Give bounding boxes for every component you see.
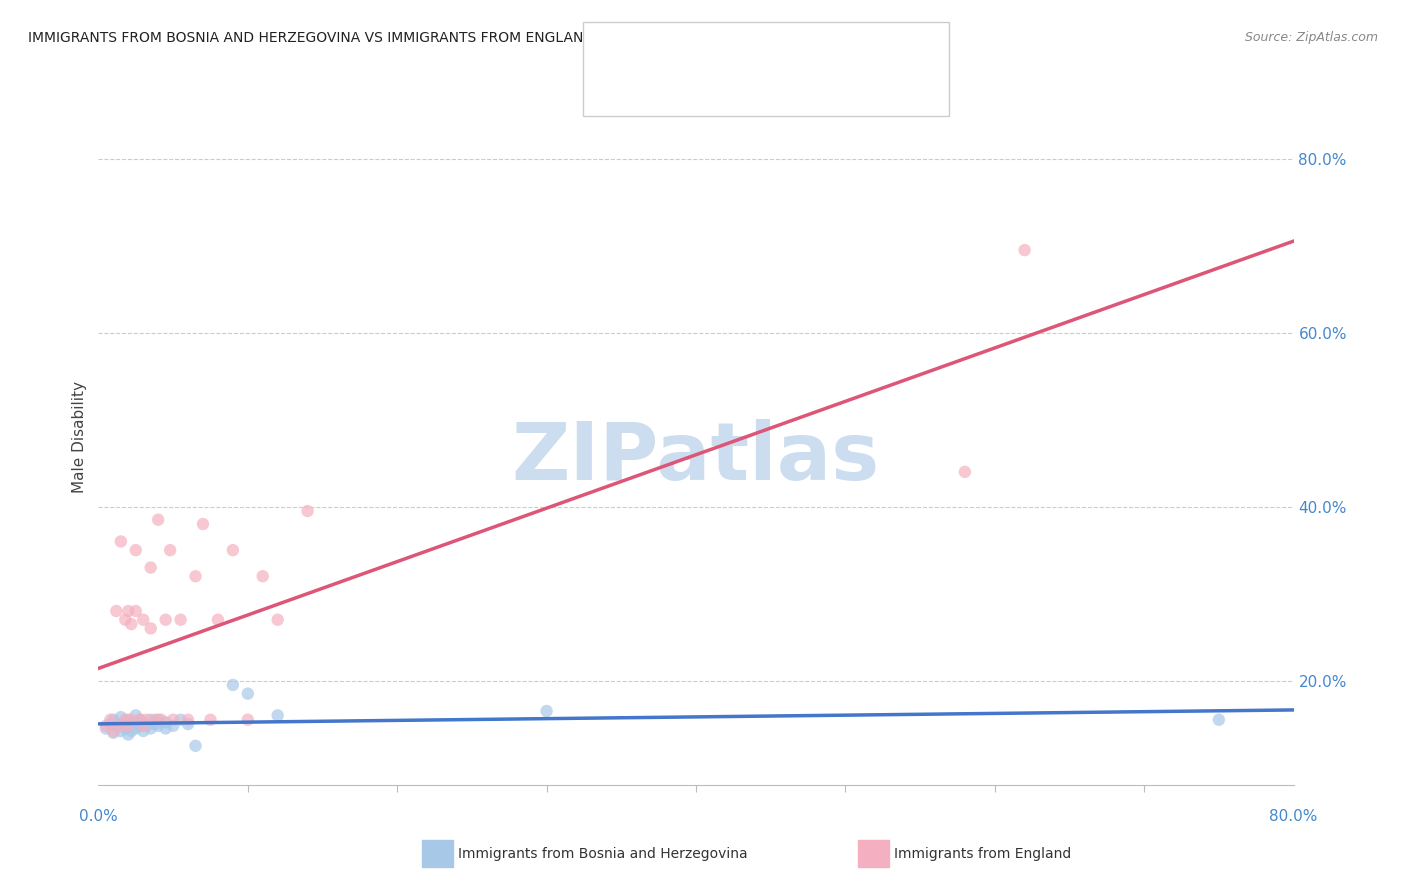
Point xyxy=(98,717,122,731)
Point xyxy=(110,534,132,549)
Point xyxy=(184,739,207,753)
Text: R =: R = xyxy=(641,40,678,58)
Point xyxy=(132,724,155,739)
Point xyxy=(114,713,136,727)
Point xyxy=(120,617,142,632)
Text: Immigrants from Bosnia and Herzegovina: Immigrants from Bosnia and Herzegovina xyxy=(458,847,748,861)
Point xyxy=(236,687,259,701)
Point xyxy=(132,717,155,731)
Text: N =: N = xyxy=(773,40,810,58)
Text: 39: 39 xyxy=(817,40,841,58)
Point xyxy=(103,724,125,739)
Point xyxy=(162,719,184,733)
Point xyxy=(129,713,152,727)
Text: Source: ZipAtlas.com: Source: ZipAtlas.com xyxy=(1244,31,1378,45)
Point xyxy=(267,708,290,723)
Point xyxy=(117,719,139,733)
Point xyxy=(110,710,132,724)
Point xyxy=(139,560,162,574)
Point xyxy=(1208,713,1230,727)
Point xyxy=(267,613,290,627)
Point xyxy=(177,713,200,727)
Text: 0.0%: 0.0% xyxy=(79,809,118,823)
Point xyxy=(110,724,132,739)
Point xyxy=(125,715,148,730)
Text: N =: N = xyxy=(773,80,810,98)
Point xyxy=(117,604,139,618)
Point xyxy=(169,713,191,727)
Point xyxy=(222,543,245,558)
Point xyxy=(155,715,177,730)
Point xyxy=(103,713,125,727)
Point xyxy=(114,715,136,730)
Text: 0.733: 0.733 xyxy=(686,80,738,98)
Text: 0.121: 0.121 xyxy=(686,40,738,58)
Point xyxy=(177,717,200,731)
Point xyxy=(117,719,139,733)
Point xyxy=(191,516,214,531)
Point xyxy=(125,543,148,558)
Point xyxy=(143,713,166,727)
Point xyxy=(125,722,148,736)
Point xyxy=(117,727,139,741)
Y-axis label: Male Disability: Male Disability xyxy=(72,381,87,493)
Text: 80.0%: 80.0% xyxy=(1270,809,1317,823)
Bar xyxy=(598,35,630,64)
Point xyxy=(155,722,177,736)
Point xyxy=(222,678,245,692)
Point xyxy=(207,613,229,627)
Text: Immigrants from England: Immigrants from England xyxy=(894,847,1071,861)
Point xyxy=(120,717,142,731)
Point xyxy=(148,719,170,733)
Point xyxy=(200,713,222,727)
Point xyxy=(117,713,139,727)
Point xyxy=(953,465,976,479)
Point xyxy=(139,621,162,635)
Point xyxy=(114,613,136,627)
Point xyxy=(135,713,157,727)
Point xyxy=(114,722,136,736)
Point xyxy=(94,722,117,736)
Text: 39: 39 xyxy=(817,80,841,98)
Point xyxy=(297,504,319,518)
Text: ZIPatlas: ZIPatlas xyxy=(512,419,880,497)
Point xyxy=(150,713,173,727)
Point xyxy=(110,719,132,733)
Point xyxy=(148,713,170,727)
Point xyxy=(155,613,177,627)
Point xyxy=(105,719,128,733)
Point xyxy=(143,717,166,731)
Point xyxy=(129,713,152,727)
Point xyxy=(120,724,142,739)
Point xyxy=(252,569,274,583)
Point xyxy=(132,613,155,627)
Point xyxy=(129,719,152,733)
Point xyxy=(169,613,191,627)
Point xyxy=(236,713,259,727)
Text: IMMIGRANTS FROM BOSNIA AND HERZEGOVINA VS IMMIGRANTS FROM ENGLAND MALE DISABILIT: IMMIGRANTS FROM BOSNIA AND HERZEGOVINA V… xyxy=(28,31,870,45)
Point xyxy=(536,704,558,718)
Point xyxy=(148,513,170,527)
Point xyxy=(125,708,148,723)
Point xyxy=(135,719,157,733)
Point xyxy=(139,722,162,736)
Point xyxy=(132,719,155,733)
Bar xyxy=(598,74,630,103)
Point xyxy=(105,604,128,618)
Point xyxy=(159,543,181,558)
Point xyxy=(162,713,184,727)
Point xyxy=(184,569,207,583)
Point xyxy=(125,604,148,618)
Point xyxy=(98,713,122,727)
Point xyxy=(139,713,162,727)
Point xyxy=(110,717,132,731)
Text: R =: R = xyxy=(641,80,678,98)
Point xyxy=(120,713,142,727)
Point xyxy=(103,725,125,739)
Point xyxy=(1014,243,1036,257)
Point xyxy=(94,719,117,733)
